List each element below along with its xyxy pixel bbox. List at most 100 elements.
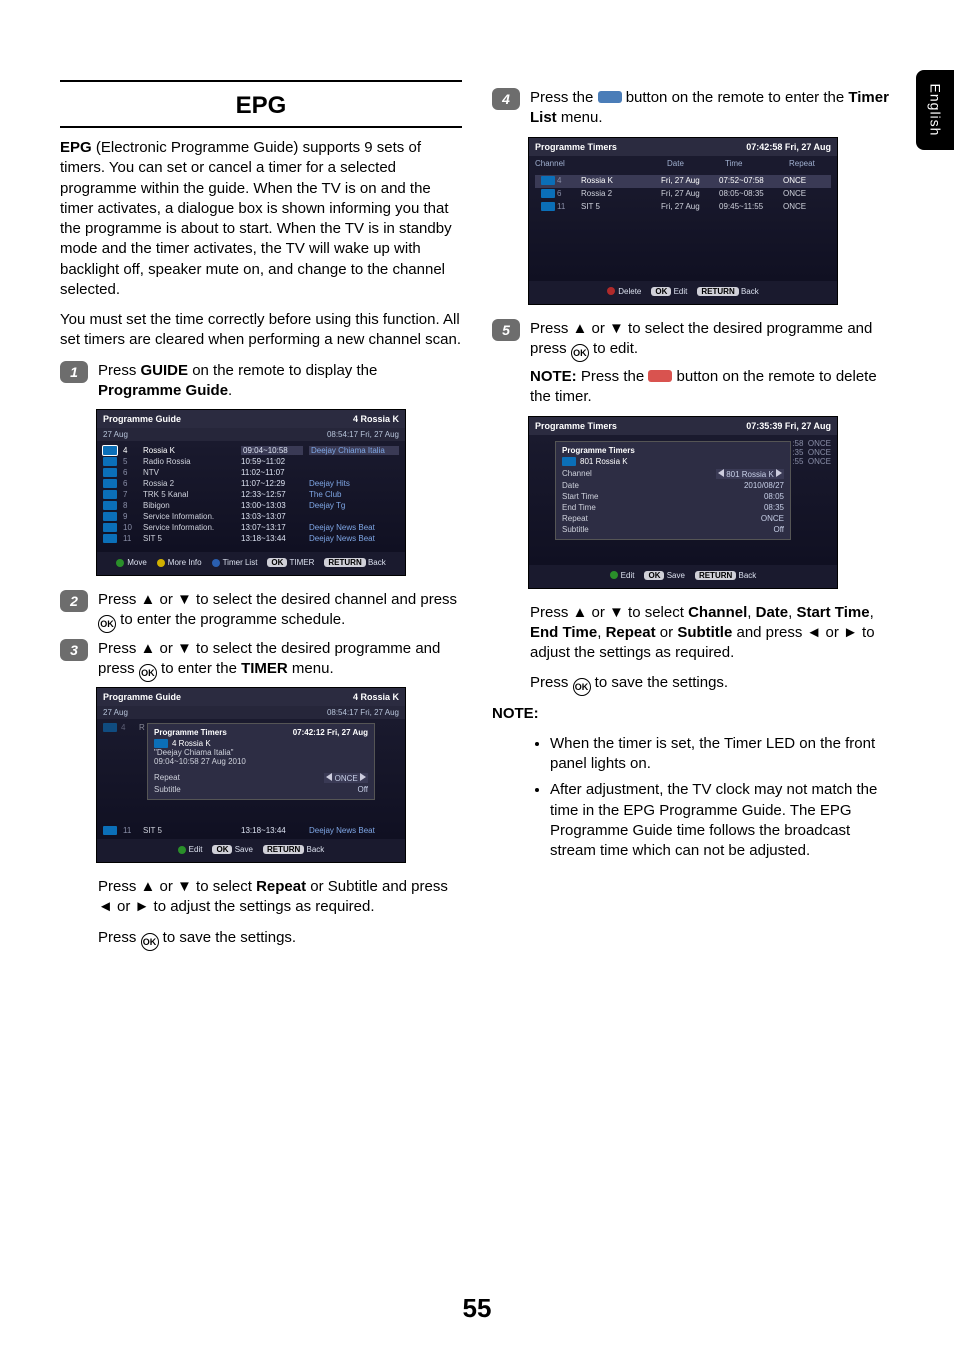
- guide-key: GUIDE: [141, 362, 189, 379]
- h-date: Date: [667, 159, 725, 168]
- shot-date: 27 Aug: [103, 708, 128, 717]
- step-badge-3: 3: [60, 639, 88, 661]
- t: Press the: [577, 368, 649, 385]
- after-step3-text: Press ▲ or ▼ to select Repeat or Subtitl…: [98, 877, 462, 918]
- programme-timers-edit-screenshot: Programme Timers 07:35:39 Fri, 27 Aug :5…: [528, 416, 838, 589]
- ok-icon: OK: [573, 678, 591, 696]
- programme-guide-screenshot: Programme Guide 4 Rossia K 27 Aug 08:54:…: [96, 409, 406, 576]
- section-title: EPG: [60, 92, 462, 120]
- t: to enter the: [157, 660, 241, 677]
- intro-paragraph: EPG (Electronic Programme Guide) support…: [60, 138, 462, 300]
- shot-title: Programme Timers: [535, 142, 617, 152]
- edit-row: Channel 801 Rossia K: [562, 468, 784, 480]
- overlay-channel: 4 Rossia K: [154, 737, 368, 748]
- foot-return: RETURN Back: [697, 287, 758, 296]
- repeat-bold: Repeat: [256, 878, 306, 895]
- t: on the remote to display the: [188, 362, 377, 379]
- t: Press: [530, 674, 573, 691]
- t: to save the settings.: [591, 674, 729, 691]
- guide-row: 7TRK 5 Kanal12:33~12:57The Club: [103, 489, 399, 500]
- guide-row: 6NTV11:02~11:07: [103, 467, 399, 478]
- b: Repeat: [606, 624, 656, 641]
- foot-edit: Edit: [610, 571, 635, 580]
- blue-button-icon: [598, 91, 622, 103]
- h-repeat: Repeat: [789, 159, 831, 168]
- t: menu.: [557, 109, 603, 126]
- step-badge-2: 2: [60, 590, 88, 612]
- shot-body: 4R Programme Timers 07:42:12 Fri, 27 Aug…: [97, 719, 405, 839]
- step-1-text: Press GUIDE on the remote to display the…: [98, 361, 462, 402]
- b: Date: [756, 604, 789, 621]
- lbl: Subtitle: [154, 785, 181, 794]
- bullet-2: After adjustment, the TV clock may not m…: [550, 780, 894, 861]
- timer-table-head: Channel Date Time Repeat: [529, 156, 837, 171]
- bg-side: :58 ONCE:35 ONCE:55 ONCE: [792, 439, 831, 466]
- ok-icon: OK: [141, 933, 159, 951]
- b: End Time: [530, 624, 597, 641]
- timer-overlay: Programme Timers 07:42:12 Fri, 27 Aug 4 …: [147, 723, 375, 800]
- step-1: 1 Press GUIDE on the remote to display t…: [60, 361, 462, 402]
- t: menu.: [288, 660, 334, 677]
- foot-return: RETURN Back: [695, 571, 756, 580]
- bullet-1: When the timer is set, the Timer LED on …: [550, 734, 894, 775]
- shot-header: Programme Timers 07:35:39 Fri, 27 Aug: [529, 417, 837, 435]
- t: Press the: [530, 89, 598, 106]
- step-badge-1: 1: [60, 361, 88, 383]
- lbl: Repeat: [154, 773, 180, 783]
- ok-icon: OK: [98, 615, 116, 633]
- foot-save: OK Save: [644, 571, 684, 580]
- t: to edit.: [589, 340, 638, 357]
- overlay-clock: 07:42:12 Fri, 27 Aug: [293, 728, 368, 737]
- t: Press: [98, 362, 141, 379]
- page-number: 55: [0, 1293, 954, 1324]
- step-2-text: Press ▲ or ▼ to select the desired chann…: [98, 590, 462, 631]
- note-label: NOTE:: [530, 368, 577, 385]
- foot-delete: Delete: [607, 287, 641, 296]
- shot-title: Programme Timers: [535, 421, 617, 431]
- guide-row: 4Rossia K09:04~10:58Deejay Chiama Italia: [103, 445, 399, 456]
- timer-bold: TIMER: [241, 660, 288, 677]
- overlay-sched: 09:04~10:58 27 Aug 2010: [154, 757, 368, 766]
- edit-row: Start Time08:05: [562, 491, 784, 502]
- after-step5-save: Press OK to save the settings.: [530, 673, 894, 693]
- note-heading: NOTE:: [492, 704, 894, 724]
- val: ONCE: [324, 773, 368, 783]
- intro-rest: (Electronic Programme Guide) supports 9 …: [60, 139, 452, 298]
- shot-subheader: 27 Aug 08:54:17 Fri, 27 Aug: [97, 706, 405, 719]
- edit-row: SubtitleOff: [562, 524, 784, 535]
- programme-guide-timer-screenshot: Programme Guide 4 Rossia K 27 Aug 08:54:…: [96, 687, 406, 863]
- overlay-header: Programme Timers 07:42:12 Fri, 27 Aug: [154, 728, 368, 737]
- val: Off: [357, 785, 368, 794]
- two-column-layout: EPG EPG (Electronic Programme Guide) sup…: [60, 80, 894, 958]
- t: to save the settings.: [159, 929, 297, 946]
- shot-header: Programme Timers 07:42:58 Fri, 27 Aug: [529, 138, 837, 156]
- guide-row: 10Service Information.13:07~13:17Deejay …: [103, 522, 399, 533]
- guide-row: 9Service Information.13:03~13:07: [103, 511, 399, 522]
- shot-date: 27 Aug: [103, 430, 128, 439]
- step-3: 3 Press ▲ or ▼ to select the desired pro…: [60, 639, 462, 680]
- side-row: :58 ONCE: [792, 439, 831, 448]
- shot-header: Programme Guide 4 Rossia K: [97, 688, 405, 706]
- edit-rows: Channel 801 Rossia K Date2010/08/27Start…: [562, 468, 784, 535]
- programme-timers-screenshot: Programme Timers 07:42:58 Fri, 27 Aug Ch…: [528, 137, 838, 305]
- bg-last-row: 11 SIT 5 13:18~13:44 Deejay News Beat: [103, 826, 399, 835]
- shot-body: 4Rossia K09:04~10:58Deejay Chiama Italia…: [97, 441, 405, 552]
- timer-row: 11SIT 5Fri, 27 Aug09:45~11:55ONCE: [535, 201, 831, 214]
- t: .: [228, 382, 232, 399]
- step-4: 4 Press the button on the remote to ente…: [492, 88, 894, 129]
- rule-under-title: [60, 126, 462, 128]
- ok-icon: OK: [571, 344, 589, 362]
- foot-move: Move: [116, 558, 147, 567]
- shot-clock: 07:35:39 Fri, 27 Aug: [746, 421, 831, 431]
- t: Press: [98, 929, 141, 946]
- h-blank: [575, 159, 667, 168]
- b: Subtitle: [677, 624, 732, 641]
- note-label: NOTE:: [492, 705, 539, 722]
- after-step5-text: Press ▲ or ▼ to select Channel, Date, St…: [530, 603, 894, 664]
- intro-paragraph-2: You must set the time correctly before u…: [60, 310, 462, 351]
- t: to enter the programme schedule.: [116, 611, 345, 628]
- guide-row: 5Radio Rossia10:59~11:02: [103, 456, 399, 467]
- foot-more: More Info: [157, 558, 202, 567]
- language-label: English: [927, 84, 943, 137]
- foot-edit: Edit: [178, 845, 203, 854]
